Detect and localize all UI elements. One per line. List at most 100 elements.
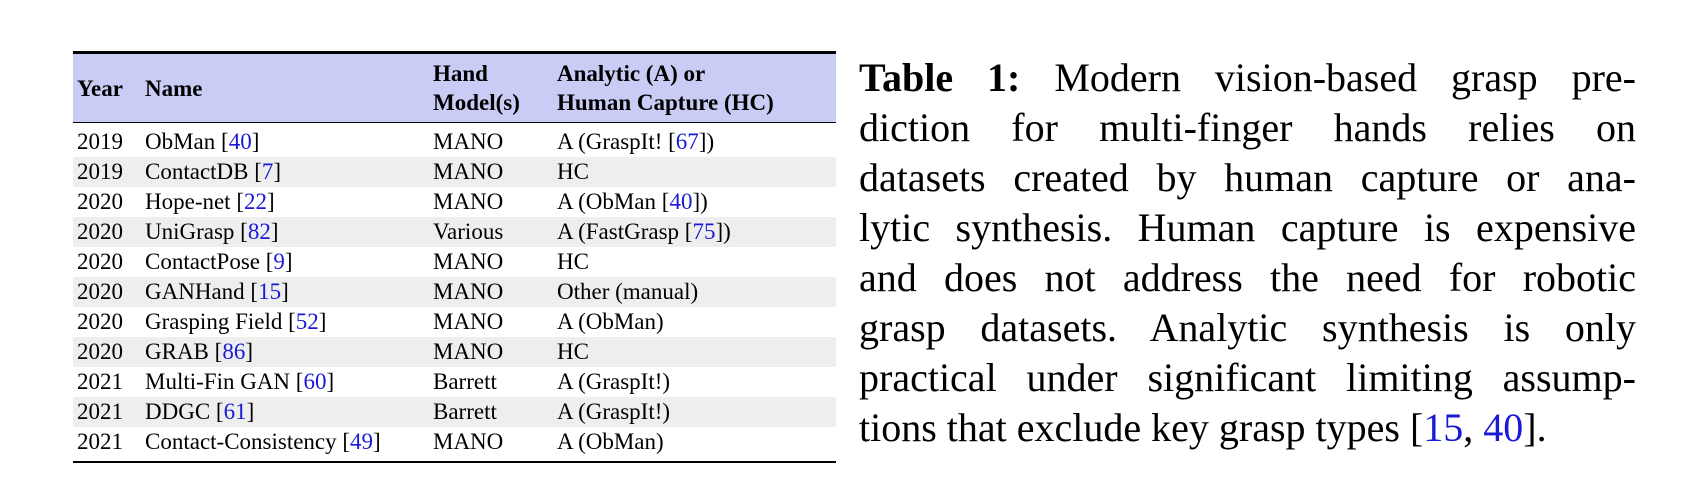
cell-hand-model: MANO (433, 249, 504, 274)
table-row: 2021 Contact-Consistency [49] MANO A (ObMan… (73, 427, 836, 457)
citation-link[interactable]: 82 (247, 219, 271, 244)
cell-method-text: A (GraspIt! [ (557, 129, 676, 154)
caption-line-8: tions that exclude key grasp types [15, … (859, 403, 1636, 453)
citation-link[interactable]: 67 (675, 129, 699, 154)
caption-ref-sep: , (1463, 405, 1484, 450)
caption-line-1: Table 1: Modern vision-based grasp pre- (859, 53, 1636, 103)
cell-name-bracket: ] (373, 429, 381, 454)
caption-label: Table 1: (859, 55, 1021, 100)
cell-method: Other (manual) (553, 277, 836, 307)
cell-name-text: GANHand [ (145, 279, 259, 304)
table-row: 2020 GRAB [86] MANO HC (73, 337, 836, 367)
cell-hand-model: MANO (433, 189, 504, 214)
citation-link[interactable]: 9 (273, 249, 285, 274)
cell-method-text: HC (557, 249, 589, 274)
cell-name: GRAB [86] (141, 337, 429, 367)
cell-method-text: A (ObMan) (557, 429, 664, 454)
cell-name-text: ObMan [ (145, 129, 229, 154)
cell-name-bracket: ] (326, 369, 335, 394)
citation-link[interactable]: 15 (258, 279, 282, 304)
header-name: Name (145, 75, 203, 101)
cell-method: A (ObMan) (553, 427, 836, 457)
cell-year: 2021 (77, 369, 123, 394)
table-body: 2019 ObMan [40] MANO A (GraspIt! [67]) 2019 C… (73, 122, 836, 462)
citation-link[interactable]: 40 (228, 129, 252, 154)
cell-name-text: Grasping Field [ (145, 309, 296, 334)
cell-name: UniGrasp [82] (141, 217, 429, 247)
citation-link[interactable]: 7 (261, 159, 274, 184)
cell-method: A (GraspIt!) (553, 397, 836, 427)
table-row: 2020 Hope-net [22] MANO A (ObMan [40]) (73, 187, 836, 217)
cell-name-text: DDGC [ (145, 399, 224, 424)
header-method-line1: Analytic (A) or (557, 61, 706, 86)
citation-link[interactable]: 40 (669, 189, 693, 214)
cell-name: ContactDB [7] (141, 157, 429, 187)
cell-year: 2020 (77, 279, 123, 304)
cell-method-text: A (FastGrasp [ (557, 219, 693, 244)
citation-link-40[interactable]: 40 (1483, 405, 1524, 450)
cell-name-text: UniGrasp [ (145, 219, 248, 244)
caption-line-2: diction for multi-finger hands relies on (859, 105, 1636, 150)
table-row: 2021 DDGC [61] Barrett A (GraspIt!) (73, 397, 836, 427)
citation-link[interactable]: 49 (350, 429, 374, 454)
table-row: 2019 ObMan [40] MANO A (GraspIt! [67]) (73, 127, 836, 157)
header-hand-line1: Hand (433, 61, 488, 86)
citation-link[interactable]: 75 (692, 219, 716, 244)
cell-name-bracket: ] (267, 189, 275, 214)
table-header-row: Year Name Hand Model(s) Analytic (A) or … (73, 52, 836, 123)
table-caption: Table 1: Modern vision-based grasp pre- … (859, 53, 1636, 453)
caption-line-3: datasets created by human capture or ana… (859, 155, 1636, 200)
cell-name-text: Hope-net [ (145, 189, 244, 214)
citation-link[interactable]: 86 (222, 339, 246, 364)
cell-method: HC (553, 157, 836, 187)
cell-name-bracket: ] (284, 249, 293, 274)
citation-link[interactable]: 22 (244, 189, 267, 214)
cell-hand-model: Barrett (433, 399, 497, 424)
cell-name: Hope-net [22] (141, 187, 429, 217)
cell-name-text: GRAB [ (145, 339, 223, 364)
header-method-line2: Human Capture (HC) (557, 90, 774, 115)
table-row: 2020 ContactPose [9] MANO HC (73, 247, 836, 277)
header-hand-models: Hand Model(s) (429, 53, 553, 123)
cell-year: 2020 (77, 339, 123, 364)
cell-method: HC (553, 337, 836, 367)
citation-link-15[interactable]: 15 (1423, 405, 1464, 450)
caption-last-pre: tions that exclude key grasp types [ (859, 405, 1424, 450)
cell-hand-model: MANO (433, 159, 504, 184)
cell-method-text: A (ObMan) (557, 309, 664, 334)
cell-year: 2020 (77, 189, 123, 214)
citation-link[interactable]: 61 (223, 399, 247, 424)
cell-method-text: HC (557, 159, 589, 184)
caption-line-6: grasp datasets. Analytic synthesis is on… (859, 305, 1636, 350)
table-row: 2020 UniGrasp [82] Various A (FastGrasp [75… (73, 217, 836, 247)
table-row: 2019 ContactDB [7] MANO HC (73, 157, 836, 187)
cell-name-bracket: ] (245, 339, 253, 364)
cell-name-bracket: ] (318, 309, 327, 334)
caption-line-4: lytic synthesis. Human capture is expens… (859, 205, 1636, 250)
cell-name-bracket: ] (270, 219, 279, 244)
cell-year: 2019 (77, 129, 123, 154)
cell-name: GANHand [15] (141, 277, 429, 307)
cell-year: 2020 (77, 249, 123, 274)
cell-name-bracket: ] (273, 159, 282, 184)
cell-name: Contact-Consistency [49] (141, 427, 429, 457)
cell-year: 2021 (77, 399, 123, 424)
cell-name: Grasping Field [52] (141, 307, 429, 337)
cell-method-text: HC (557, 339, 589, 364)
table-row: 2020 GANHand [15] MANO Other (manual) (73, 277, 836, 307)
cell-name: ObMan [40] (141, 127, 429, 157)
cell-method: A (ObMan) (553, 307, 836, 337)
cell-hand-model: MANO (433, 279, 504, 304)
cell-method: HC (553, 247, 836, 277)
cell-name-text: Multi-Fin GAN [ (145, 369, 304, 394)
caption-line-5: and does not address the need for roboti… (859, 255, 1636, 300)
cell-name: Multi-Fin GAN [60] (141, 367, 429, 397)
citation-link[interactable]: 60 (303, 369, 327, 394)
table-row: 2020 Grasping Field [52] MANO A (ObMan) (73, 307, 836, 337)
cell-name-bracket: ] (251, 129, 260, 154)
cell-name-text: ContactPose [ (145, 249, 274, 274)
citation-link[interactable]: 52 (295, 309, 319, 334)
cell-year: 2020 (77, 309, 123, 334)
dataset-table-container: Year Name Hand Model(s) Analytic (A) or … (73, 51, 836, 463)
cell-name-text: Contact-Consistency [ (145, 429, 351, 454)
